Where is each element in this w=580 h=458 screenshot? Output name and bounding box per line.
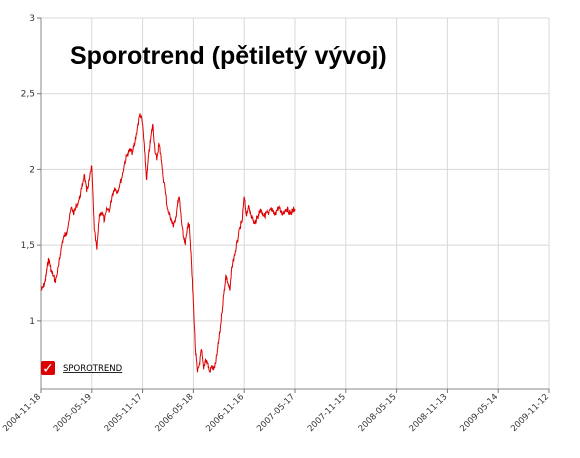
check-icon: ✓: [42, 361, 54, 377]
chart-title: Sporotrend (pětiletý vývoj): [70, 42, 387, 70]
legend-label[interactable]: SPOROTREND: [63, 364, 123, 374]
grid: [40, 17, 550, 389]
legend[interactable]: ✓ SPOROTREND: [41, 361, 123, 377]
legend-swatch[interactable]: [41, 361, 55, 375]
series-line-sporotrend: [40, 113, 296, 373]
y-tick-label: 3: [29, 14, 35, 24]
y-tick-label: 1: [29, 317, 35, 327]
y-tick-label: 1,5: [21, 241, 35, 251]
y-axis: 1 1,5 2 2,5 3: [21, 14, 41, 327]
series-layer: [40, 113, 296, 373]
y-tick-label: 2,5: [21, 90, 35, 100]
y-tick-label: 2: [29, 165, 35, 175]
